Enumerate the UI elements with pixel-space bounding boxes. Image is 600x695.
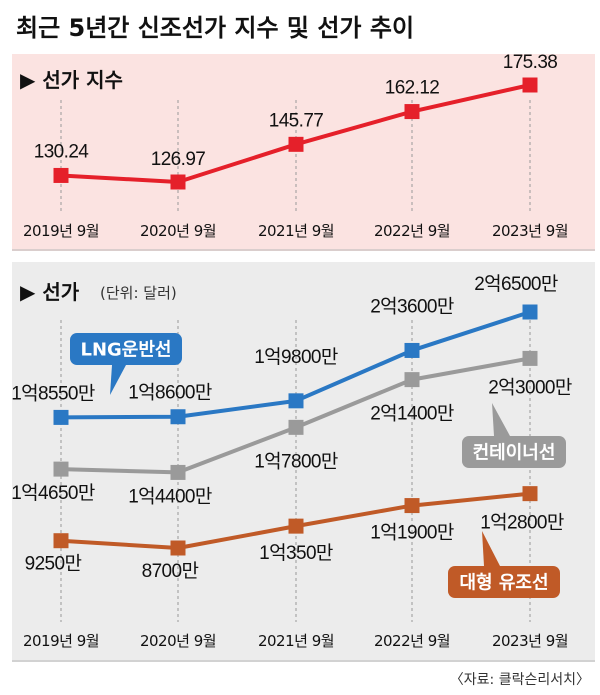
tanker-legend-label: 대형 유조선 bbox=[459, 573, 548, 594]
lng-point bbox=[53, 409, 69, 425]
container-point bbox=[404, 372, 420, 388]
tanker-tag bbox=[448, 566, 560, 598]
lng-data-label: 1억8600만 bbox=[128, 382, 212, 404]
index-point bbox=[53, 167, 69, 183]
price-x-tick-label: 2023년 9월 bbox=[492, 632, 568, 650]
index-data-label: 175.38 bbox=[503, 52, 558, 73]
index-x-tick-label: 2023년 9월 bbox=[492, 222, 568, 240]
price-x-tick-label: 2022년 9월 bbox=[374, 632, 450, 650]
container-data-label: 1억7800만 bbox=[254, 450, 338, 472]
index-point bbox=[170, 174, 186, 190]
index-section-title: ▶ 선가 지수 bbox=[20, 68, 123, 92]
index-x-tick-label: 2019년 9월 bbox=[23, 222, 99, 240]
index-x-tick-label: 2021년 9월 bbox=[258, 222, 334, 240]
lng-point bbox=[170, 409, 186, 425]
tanker-data-label: 1억1900만 bbox=[370, 522, 454, 544]
lng-data-label: 2억6500만 bbox=[474, 273, 558, 295]
price-x-tick-label: 2021년 9월 bbox=[258, 632, 334, 650]
lng-tag bbox=[70, 333, 182, 365]
price-unit-label: (단위: 달러) bbox=[100, 284, 177, 302]
lng-legend-label: LNG운반선 bbox=[81, 340, 172, 361]
index-data-label: 126.97 bbox=[151, 149, 206, 170]
price-x-tick-label: 2019년 9월 bbox=[23, 632, 99, 650]
tanker-point bbox=[404, 498, 420, 514]
index-x-tick-label: 2022년 9월 bbox=[374, 222, 450, 240]
container-point bbox=[288, 419, 304, 435]
index-data-label: 145.77 bbox=[269, 110, 324, 131]
container-data-label: 1억4400만 bbox=[128, 485, 212, 507]
tanker-point bbox=[288, 518, 304, 534]
lng-tag-pointer bbox=[110, 365, 126, 395]
tanker-data-label: 9250만 bbox=[25, 553, 82, 575]
lng-point bbox=[288, 393, 304, 409]
tanker-data-label: 1억350만 bbox=[259, 542, 333, 564]
lng-data-label: 1억9800만 bbox=[254, 346, 338, 368]
tanker-data-label: 1억2800만 bbox=[480, 512, 564, 534]
container-tag bbox=[462, 436, 566, 468]
container-data-label: 1억4650만 bbox=[11, 482, 95, 504]
lng-point bbox=[404, 342, 420, 358]
price-x-tick-label: 2020년 9월 bbox=[140, 632, 216, 650]
tanker-tag-pointer bbox=[482, 531, 500, 566]
container-point bbox=[170, 464, 186, 480]
source-label: 〈자료: 클락슨리서치〉 bbox=[450, 672, 590, 688]
index-point bbox=[404, 104, 420, 120]
index-panel-background bbox=[12, 54, 595, 251]
index-x-tick-label: 2020년 9월 bbox=[140, 222, 216, 240]
price-section-title: ▶ 선가 bbox=[20, 280, 80, 304]
index-data-label: 130.24 bbox=[34, 141, 90, 162]
index-point bbox=[288, 136, 304, 152]
chart-marks: 130.24 126.97 145.77 162.12 175.38 2019년 9월 20… bbox=[11, 52, 572, 650]
tanker-data-label: 8700만 bbox=[142, 560, 199, 582]
index-data-label: 162.12 bbox=[385, 78, 440, 99]
index-point bbox=[522, 77, 538, 93]
container-point bbox=[522, 350, 538, 366]
tanker-point bbox=[170, 540, 186, 556]
lng-data-label: 2억3600만 bbox=[370, 295, 454, 317]
lng-point bbox=[522, 304, 538, 320]
container-tag-pointer bbox=[492, 403, 510, 436]
tanker-point bbox=[522, 486, 538, 502]
lng-data-label: 1억8550만 bbox=[11, 382, 95, 404]
container-data-label: 2억3000만 bbox=[488, 376, 572, 398]
container-data-label: 2억1400만 bbox=[370, 403, 454, 425]
container-legend-label: 컨테이너선 bbox=[473, 443, 556, 464]
tanker-point bbox=[53, 533, 69, 549]
container-point bbox=[53, 461, 69, 477]
chart-title: 최근 5년간 신조선가 지수 및 선가 추이 bbox=[16, 14, 414, 42]
